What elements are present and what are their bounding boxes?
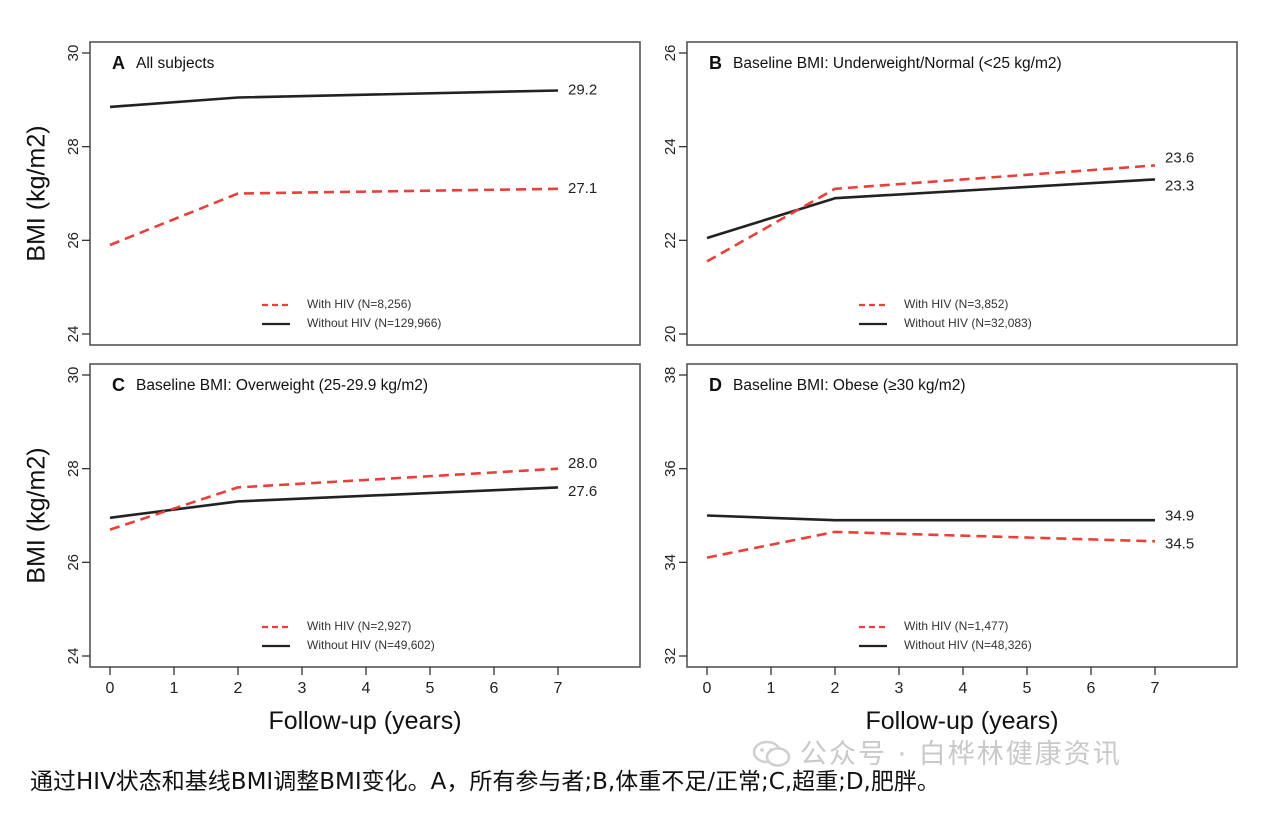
x-tick-label: 2 — [234, 680, 243, 697]
y-tick-label: 26 — [65, 232, 82, 249]
panel-b: 20 22 24 26 B Baseline BMI: Underweight/Norma… — [662, 41, 1238, 346]
y-tick-label: 20 — [662, 326, 679, 343]
panel-frame — [89, 363, 641, 668]
legend-entry: Without HIV (N=32,083) — [904, 316, 1032, 330]
legend-entry: With HIV (N=8,256) — [307, 297, 411, 311]
y-tick-label: 38 — [662, 367, 679, 384]
end-value-label: 23.6 — [1165, 149, 1194, 166]
y-tick-label: 30 — [65, 45, 82, 62]
x-tick-label: 7 — [554, 680, 563, 697]
series-line-without-hiv — [706, 178, 1156, 240]
x-tick-label: 1 — [767, 680, 776, 697]
y-tick-label: 28 — [65, 138, 82, 155]
x-tick-label: 7 — [1151, 680, 1160, 697]
panel-title: Baseline BMI: Overweight (25-29.9 kg/m2) — [136, 377, 428, 394]
end-value-label: 34.5 — [1165, 536, 1194, 553]
x-tick-label: 5 — [1023, 680, 1032, 697]
y-tick-label: 24 — [65, 326, 82, 343]
legend-entry: With HIV (N=2,927) — [307, 619, 411, 633]
x-tick-label: 3 — [895, 680, 904, 697]
panel-title: Baseline BMI: Obese (≥30 kg/m2) — [733, 377, 966, 394]
end-value-label: 27.6 — [568, 483, 597, 500]
y-tick-label: 26 — [662, 45, 679, 62]
y-tick-label: 28 — [65, 460, 82, 477]
panel-letter: B — [709, 53, 722, 73]
x-tick-label: 3 — [298, 680, 307, 697]
y-tick-label: 34 — [662, 554, 679, 571]
end-value-label: 34.9 — [1165, 508, 1194, 525]
y-tick-label: 24 — [662, 138, 679, 155]
series-line-without-hiv — [109, 486, 559, 520]
panel-frame — [89, 41, 641, 346]
series-line-with-hiv — [706, 164, 1156, 263]
watermark-text: 公众号 · 白桦林健康资讯 — [800, 739, 1122, 770]
end-value-label: 23.3 — [1165, 177, 1194, 194]
y-axis-label: BMI (kg/m2) — [23, 125, 51, 261]
panel-frame — [686, 41, 1238, 346]
x-tick-label: 4 — [362, 680, 371, 697]
figure-caption: 通过HIV状态和基线BMI调整BMI变化。A，所有参与者;B,体重不足/正常;C… — [30, 769, 940, 795]
legend-entry: With HIV (N=1,477) — [904, 619, 1008, 633]
panel-c: 24 26 28 30 0 1 2 3 4 5 6 7 Follow-up (years) BMI (kg… — [23, 363, 641, 735]
series-line-without-hiv — [109, 89, 559, 109]
y-tick-label: 24 — [65, 648, 82, 665]
y-tick-label: 32 — [662, 648, 679, 665]
x-tick-label: 0 — [703, 680, 712, 697]
panel-title: Baseline BMI: Underweight/Normal (<25 kg… — [733, 55, 1062, 72]
x-axis-label: Follow-up (years) — [865, 707, 1058, 735]
x-tick-label: 2 — [831, 680, 840, 697]
y-tick-label: 36 — [662, 460, 679, 477]
panel-letter: C — [112, 375, 125, 395]
legend-entry: Without HIV (N=49,602) — [307, 638, 435, 652]
panel-title: All subjects — [136, 55, 215, 72]
end-value-label: 29.2 — [568, 81, 597, 98]
panel-frame — [686, 363, 1238, 668]
legend-entry: With HIV (N=3,852) — [904, 297, 1008, 311]
x-tick-label: 6 — [490, 680, 499, 697]
x-tick-label: 6 — [1087, 680, 1096, 697]
x-tick-label: 1 — [170, 680, 179, 697]
series-line-with-hiv — [109, 187, 559, 247]
legend-entry: Without HIV (N=129,966) — [307, 316, 441, 330]
panel-letter: A — [112, 53, 125, 73]
x-tick-label: 5 — [426, 680, 435, 697]
y-axis-label: BMI (kg/m2) — [23, 447, 51, 583]
series-line-with-hiv — [706, 530, 1156, 559]
x-axis-label: Follow-up (years) — [268, 707, 461, 735]
series-line-without-hiv — [706, 514, 1155, 522]
x-tick-label: 4 — [959, 680, 968, 697]
legend-entry: Without HIV (N=48,326) — [904, 638, 1032, 652]
wechat-icon — [752, 740, 791, 767]
panel-a: 24 26 28 30 BMI (kg/m2) A All subjects 27.1 29.2… — [23, 41, 641, 346]
panel-letter: D — [709, 375, 722, 395]
x-tick-label: 0 — [106, 680, 115, 697]
y-tick-label: 22 — [662, 232, 679, 249]
series-line-with-hiv — [109, 467, 559, 531]
end-value-label: 28.0 — [568, 455, 597, 472]
y-tick-label: 30 — [65, 367, 82, 384]
y-tick-label: 26 — [65, 554, 82, 571]
end-value-label: 27.1 — [568, 180, 597, 197]
